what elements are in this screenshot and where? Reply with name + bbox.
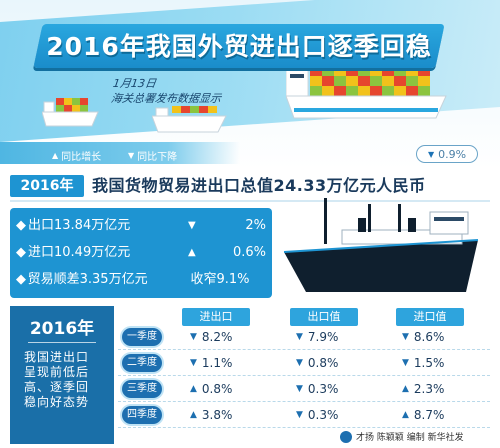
legend-decrease: ▼ 同比下降 xyxy=(128,148,177,163)
table-row xyxy=(118,350,490,376)
triangle-down-icon: ▼ xyxy=(296,410,303,420)
stat-value: 0.6% xyxy=(232,245,266,260)
table-cell: ▲ 0.8% xyxy=(190,380,232,398)
source-note-text: 海关总署发布数据显示 xyxy=(110,92,222,105)
source-note: 1月13日 海关总署发布数据显示 xyxy=(110,76,224,106)
summary-year: 2016年 xyxy=(29,319,95,339)
trade-stats-panel: ◆ 出口13.84万亿元 ▼ 2% ◆ 进口10.49万亿元 ▲ 0.6% ◆ … xyxy=(10,208,272,298)
header-scene: 2016年我国外贸进出口逐季回稳 1月13日 海关总署发布数据显示 ▲ 同比增长… xyxy=(0,0,500,168)
quarter-label: 四季度 xyxy=(122,406,162,424)
bullet-icon: ◆ xyxy=(16,245,26,260)
triangle-down-icon: ▼ xyxy=(128,151,135,160)
legend-increase-label: 同比增长 xyxy=(61,152,102,163)
triangle-down-icon: ▼ xyxy=(190,332,197,342)
triangle-up-icon: ▲ xyxy=(52,151,59,160)
quarter-label: 一季度 xyxy=(122,328,162,346)
column-header: 进出口 xyxy=(182,308,250,326)
triangle-down-icon: ▼ xyxy=(296,384,303,394)
table-cell-value: 0.3% xyxy=(307,382,339,396)
stat-row-import: ◆ 进口10.49万亿元 ▲ 0.6% xyxy=(16,239,268,267)
container-ship-small-illustration xyxy=(42,98,99,127)
summary-divider xyxy=(28,342,96,343)
table-cell-value: 0.8% xyxy=(307,356,339,370)
table-cell-value: 8.6% xyxy=(413,330,445,344)
table-row xyxy=(118,402,490,428)
table-cell-value: 1.1% xyxy=(201,356,233,370)
table-row xyxy=(118,324,490,350)
table-cell: ▲ 2.3% xyxy=(402,380,444,398)
column-header: 进口值 xyxy=(396,308,464,326)
table-cell: ▼ 8.2% xyxy=(190,328,232,346)
legend-strip xyxy=(0,142,240,164)
stat-label: 进口10.49万亿元 xyxy=(28,245,131,260)
triangle-down-icon: ▼ xyxy=(296,332,303,342)
triangle-up-icon: ▲ xyxy=(190,410,197,420)
stat-row-surplus: ◆ 贸易顺差3.35万亿元 收窄9.1% xyxy=(16,266,268,294)
triangle-up-icon: ▲ xyxy=(188,247,196,258)
xinhua-logo-icon xyxy=(340,430,352,443)
stat-value: 2% xyxy=(245,218,266,233)
change-badge: ▼ 0.9% xyxy=(416,145,478,163)
summary-panel: 2016年 我国进出口呈现前低后高、逐季回稳向好态势 xyxy=(10,306,114,444)
table-cell-value: 8.7% xyxy=(413,408,445,422)
container-ship-medium-illustration xyxy=(152,106,227,133)
stat-row-export: ◆ 出口13.84万亿元 ▼ 2% xyxy=(16,212,268,240)
table-cell: ▼ 0.3% xyxy=(296,380,338,398)
table-cell: ▼ 7.9% xyxy=(296,328,338,346)
triangle-down-icon: ▼ xyxy=(402,358,409,368)
triangle-down-icon: ▼ xyxy=(427,149,435,159)
change-badge-value: 0.9% xyxy=(438,147,467,161)
table-cell-value: 1.5% xyxy=(413,356,445,370)
table-cell-value: 0.8% xyxy=(201,382,233,396)
column-header: 出口值 xyxy=(290,308,358,326)
table-cell: ▲ 3.8% xyxy=(190,406,232,424)
triangle-down-icon: ▼ xyxy=(188,220,196,231)
summary-text: 我国进出口呈现前低后高、逐季回稳向好态势 xyxy=(24,350,90,409)
legend-increase: ▲ 同比增长 xyxy=(52,148,101,163)
stat-label: 贸易顺差3.35万亿元 xyxy=(27,272,148,287)
quarter-label: 二季度 xyxy=(122,354,162,372)
triangle-down-icon: ▼ xyxy=(296,358,303,368)
headline-divider xyxy=(10,200,490,202)
headline-text: 我国货物贸易进出口总值24.33万亿元人民币 xyxy=(92,176,426,195)
table-cell: ▼ 0.3% xyxy=(296,406,338,424)
container-stack xyxy=(310,66,430,96)
table-cell: ▼ 1.5% xyxy=(402,354,444,372)
triangle-up-icon: ▲ xyxy=(190,384,197,394)
credit-text: 才扬 陈颖颖 编制 新华社发 xyxy=(356,433,464,443)
triangle-up-icon: ▲ xyxy=(402,384,409,394)
credit-line: 才扬 陈颖颖 编制 新华社发 xyxy=(340,430,464,443)
triangle-down-icon: ▼ xyxy=(402,332,409,342)
container-ship-large-illustration xyxy=(286,66,447,119)
table-cell: ▼ 0.8% xyxy=(296,354,338,372)
table-row xyxy=(118,376,490,402)
table-cell-value: 8.2% xyxy=(201,330,233,344)
headline-year-tag: 2016年 xyxy=(10,175,84,197)
source-note-date: 1月13日 xyxy=(112,77,157,90)
table-cell: ▲ 8.7% xyxy=(402,406,444,424)
triangle-down-icon: ▼ xyxy=(190,358,197,368)
quarter-label: 三季度 xyxy=(122,380,162,398)
table-cell: ▼ 8.6% xyxy=(402,328,444,346)
triangle-up-icon: ▲ xyxy=(402,410,409,420)
stat-value: 收窄9.1% xyxy=(190,272,250,287)
bullet-icon: ◆ xyxy=(16,218,26,233)
table-cell-value: 0.3% xyxy=(307,408,339,422)
table-cell-value: 2.3% xyxy=(413,382,445,396)
cargo-ship-silhouette-illustration xyxy=(283,198,479,292)
stat-label: 出口13.84万亿元 xyxy=(28,218,131,233)
legend-decrease-label: 同比下降 xyxy=(137,152,178,163)
table-cell: ▼ 1.1% xyxy=(190,354,232,372)
bullet-icon: ◆ xyxy=(16,272,26,287)
page-title: 2016年我国外贸进出口逐季回稳 xyxy=(46,32,432,61)
table-cell-value: 7.9% xyxy=(307,330,339,344)
table-cell-value: 3.8% xyxy=(201,408,233,422)
